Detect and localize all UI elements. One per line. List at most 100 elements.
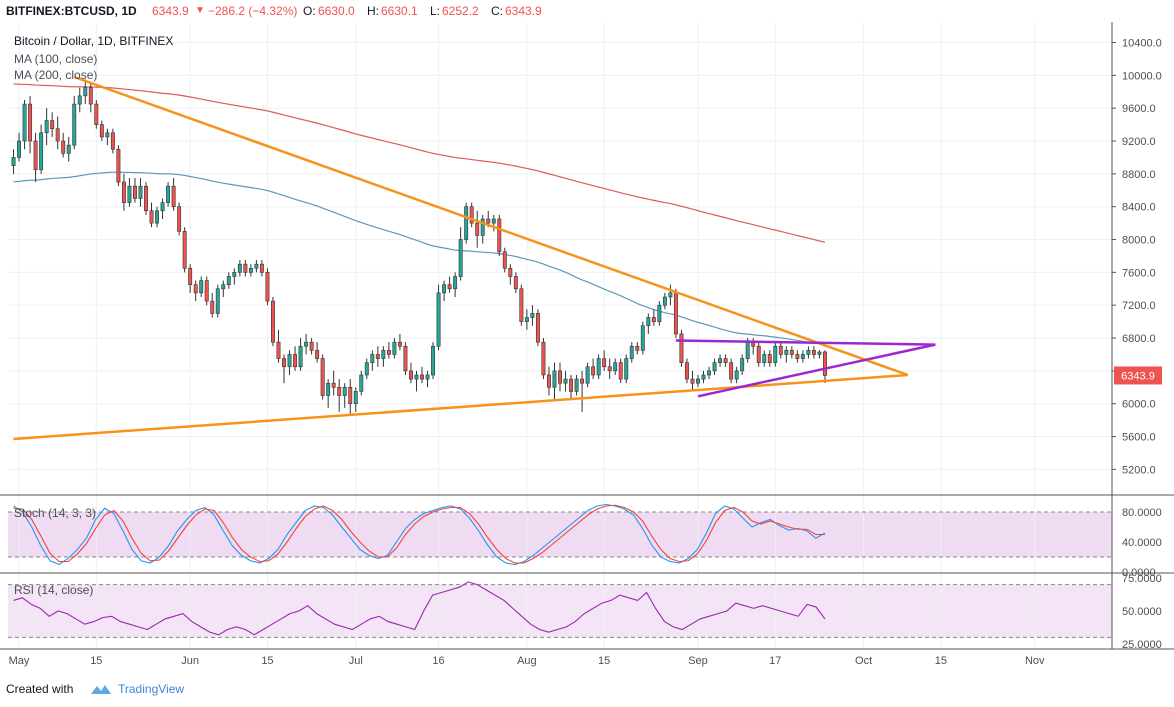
candle-body: [646, 317, 651, 327]
candle-body: [381, 350, 386, 359]
candle-body: [337, 386, 342, 396]
candle-body: [640, 325, 645, 351]
candle-body: [696, 378, 700, 384]
tradingview-brand[interactable]: TradingView: [118, 682, 185, 696]
candle-body: [458, 239, 463, 277]
candle-body: [552, 370, 557, 388]
last-price: 6343.9: [152, 4, 189, 18]
symbol-header: BITFINEX:BTCUSD, 1D 6343.9 ▼ −286.2 (−4.…: [0, 0, 1174, 22]
candle-body: [513, 276, 518, 290]
rsi-tick-label: 50.0000: [1122, 606, 1162, 618]
candle-body: [662, 296, 667, 306]
candle-body: [293, 354, 297, 368]
candle-body: [778, 345, 783, 355]
candle-body: [425, 374, 430, 380]
ma100-legend[interactable]: MA (100, close): [14, 52, 98, 66]
chart-area[interactable]: 10400.0 10000.0 9600.0 9200.0 8800.0 8400.0 80…: [0, 20, 1174, 672]
rsi-legend[interactable]: RSI (14, close): [14, 583, 94, 597]
candle-body: [823, 351, 827, 376]
time-tick-label: 15: [935, 655, 947, 667]
candle-body: [282, 358, 286, 368]
time-tick-label: 15: [598, 655, 610, 667]
candle-body: [309, 341, 314, 351]
stoch-legend[interactable]: Stoch (14, 3, 3): [14, 506, 97, 520]
low-label: L:: [430, 4, 441, 18]
candle-body: [133, 185, 137, 199]
candle-body: [607, 366, 612, 372]
candle-body: [144, 185, 148, 212]
change-down-arrow-icon: ▼: [195, 5, 205, 16]
open-value: 6630.0: [318, 4, 355, 18]
stoch-tick-label: 40.0000: [1122, 537, 1162, 549]
pane-borders: [0, 22, 1174, 650]
candle-body: [613, 362, 618, 372]
candle-body: [475, 222, 480, 236]
candle-body: [508, 267, 513, 277]
candle-body: [232, 272, 237, 277]
candle-body: [524, 317, 529, 322]
candle-body: [392, 341, 397, 355]
candle-body: [105, 132, 110, 138]
candle-body: [171, 185, 176, 207]
price-tick-label: 10000.0: [1122, 70, 1162, 82]
candle-body: [773, 345, 778, 363]
candle-body: [541, 341, 546, 376]
candle-body: [519, 288, 524, 322]
candle-body: [464, 206, 469, 240]
candle-body: [55, 128, 60, 142]
candle-body: [420, 374, 424, 380]
time-axis[interactable]: May 15 Jun 15 Jul 16 Aug 15 Sep 17 Oct 15 Nov: [9, 655, 1045, 667]
candle-body: [569, 378, 573, 392]
rsi-line: [13, 581, 826, 636]
candle-body: [547, 374, 551, 388]
candle-body: [469, 206, 474, 224]
price-tick-label: 6800.0: [1122, 333, 1156, 345]
time-tick-label: Jul: [349, 655, 363, 667]
candle-body: [11, 157, 16, 166]
candle-body: [61, 140, 66, 154]
candle-body: [271, 300, 275, 343]
trendlines[interactable]: [13, 75, 936, 441]
candle-body: [502, 251, 507, 269]
candle-body: [497, 218, 502, 253]
candle-body: [342, 386, 347, 396]
candle-body: [50, 120, 55, 130]
time-tick-label: 17: [769, 655, 781, 667]
triangle-lower-line: [697, 343, 936, 398]
candle-body: [729, 362, 734, 380]
stoch-band: [8, 512, 1112, 557]
time-tick-label: 15: [90, 655, 102, 667]
candle-body: [668, 292, 673, 298]
price-axis[interactable]: 10400.0 10000.0 9600.0 9200.0 8800.0 8400.0 80…: [1112, 38, 1162, 652]
chart-canvas[interactable]: 10400.0 10000.0 9600.0 9200.0 8800.0 8400.0 80…: [0, 20, 1174, 672]
candle-body: [447, 284, 452, 290]
candle-body: [33, 140, 38, 171]
candle-body: [199, 280, 204, 294]
rsi-tick-label: 75.0000: [1122, 573, 1162, 585]
price-tick-label: 9200.0: [1122, 136, 1156, 148]
candle-body: [386, 350, 391, 355]
candle-body: [243, 263, 248, 273]
candle-body: [629, 345, 634, 359]
candle-body: [17, 140, 21, 158]
price-tick-label: 5200.0: [1122, 464, 1156, 476]
candle-body: [265, 272, 270, 302]
candle-body: [635, 345, 640, 351]
candle-body: [480, 218, 485, 236]
time-tick-label: Sep: [688, 655, 708, 667]
candle-body: [304, 341, 309, 347]
price-tick-label: 5600.0: [1122, 432, 1156, 444]
candle-body: [364, 362, 369, 376]
symbol-label[interactable]: BITFINEX:BTCUSD, 1D: [6, 4, 137, 18]
tradingview-cloud-icon: [88, 682, 114, 699]
candle-body: [110, 132, 115, 150]
candle-body: [767, 354, 772, 363]
candle-body: [116, 148, 121, 183]
candle-body: [795, 354, 800, 359]
candle-body: [331, 382, 336, 388]
stoch-tick-label: 80.0000: [1122, 507, 1162, 519]
candle-body: [442, 284, 447, 294]
ma100-line: [13, 171, 825, 345]
ma200-legend[interactable]: MA (200, close): [14, 68, 98, 82]
candle-body: [226, 276, 231, 285]
